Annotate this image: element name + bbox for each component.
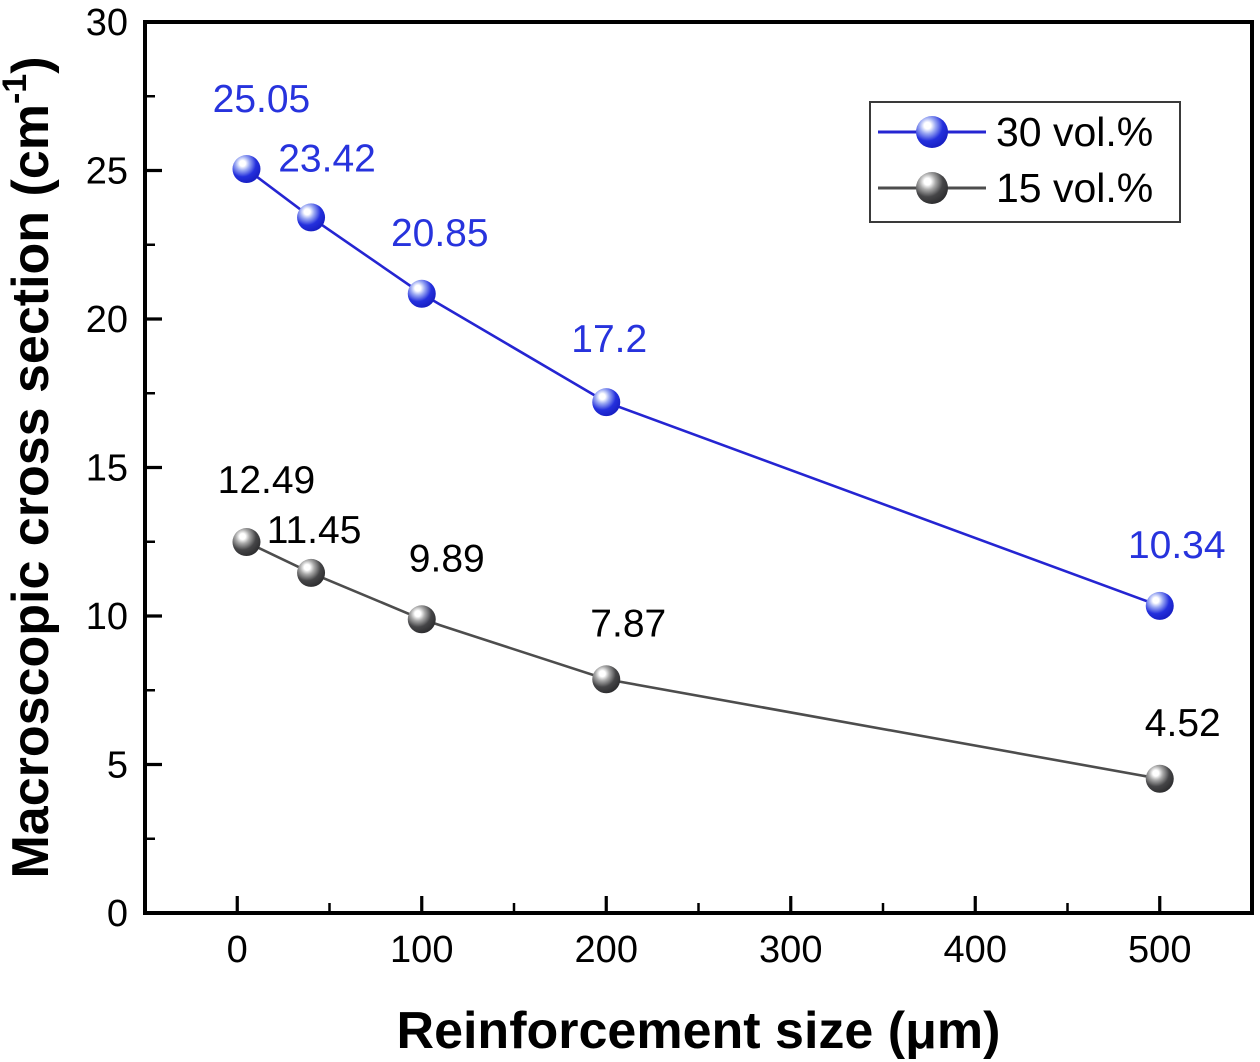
y-tick-label: 10	[86, 596, 128, 638]
y-tick-label: 20	[86, 299, 128, 341]
data-label: 17.2	[571, 318, 647, 361]
data-point-marker	[232, 528, 261, 557]
data-label: 9.89	[409, 537, 485, 580]
x-tick-label: 400	[944, 929, 1007, 971]
x-tick-label: 500	[1128, 929, 1191, 971]
series-line	[245, 167, 1161, 608]
legend-marker	[916, 172, 948, 204]
data-point-marker	[407, 605, 436, 634]
y-tick-label: 25	[86, 151, 128, 193]
x-axis-title: Reinforcement size (μm)	[397, 1002, 1001, 1060]
y-axis-title: Macroscopic cross section (cm-1)	[0, 56, 60, 878]
data-point-marker	[297, 558, 326, 587]
data-label: 12.49	[218, 459, 316, 502]
x-tick-label: 300	[759, 929, 822, 971]
data-point-marker	[407, 279, 436, 308]
legend: 30 vol.% 15 vol.%	[869, 101, 1181, 223]
data-point-marker	[1145, 764, 1174, 793]
data-point-marker	[232, 155, 261, 184]
plot-frame	[143, 20, 1254, 915]
legend-label: 30 vol.%	[996, 109, 1153, 155]
data-label: 23.42	[278, 137, 376, 180]
x-tick-label: 100	[390, 929, 453, 971]
data-label: 10.34	[1128, 524, 1226, 567]
data-label: 4.52	[1145, 702, 1221, 745]
y-tick-label: 0	[107, 893, 128, 935]
legend-label: 15 vol.%	[996, 165, 1153, 211]
x-tick-label: 200	[575, 929, 638, 971]
data-label: 25.05	[213, 78, 311, 121]
series-15-vol-: 12.49 11.45 9.89 7.87 4.52	[218, 459, 1221, 793]
x-tick-label: 0	[227, 929, 248, 971]
legend-marker	[916, 116, 948, 148]
y-tick-label: 15	[86, 448, 128, 490]
data-label: 20.85	[391, 212, 489, 255]
data-point-marker	[297, 203, 326, 232]
data-point-marker	[592, 388, 621, 417]
data-point-marker	[1145, 591, 1174, 620]
data-label: 7.87	[590, 602, 666, 645]
series-30-vol-: 25.05 23.42 20.85 17.2 10.34	[213, 78, 1226, 620]
y-tick-label: 30	[86, 2, 128, 44]
series-line	[245, 540, 1160, 781]
y-tick-label: 5	[107, 745, 128, 787]
data-label: 11.45	[267, 509, 362, 552]
axes: 0 100 200 300 400 500 0 5 10 15 20 25 30	[86, 2, 1192, 971]
data-point-marker	[592, 665, 621, 694]
